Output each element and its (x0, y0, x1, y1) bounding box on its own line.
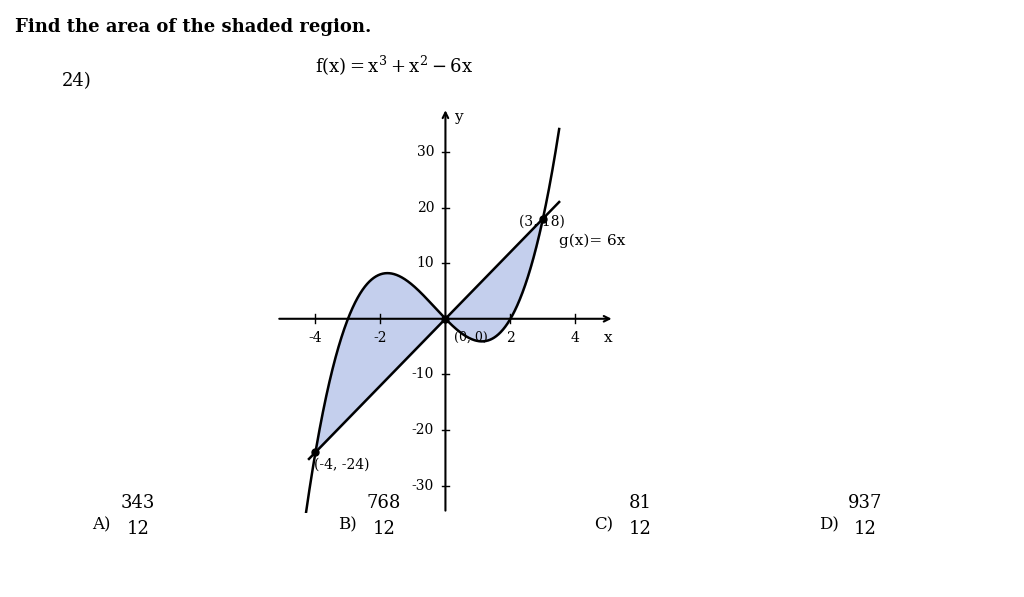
Text: 768: 768 (367, 494, 401, 512)
Text: (-4, -24): (-4, -24) (313, 458, 370, 472)
Text: -10: -10 (412, 367, 434, 381)
Text: 937: 937 (848, 494, 883, 512)
Text: 343: 343 (121, 494, 156, 512)
Text: -20: -20 (412, 423, 434, 437)
Text: 12: 12 (373, 520, 395, 538)
Text: -4: -4 (308, 331, 323, 345)
Text: g(x)= 6x: g(x)= 6x (559, 234, 626, 248)
Text: 12: 12 (127, 520, 150, 538)
Text: (0, 0): (0, 0) (454, 331, 487, 344)
Text: 12: 12 (854, 520, 877, 538)
Text: 20: 20 (417, 201, 434, 214)
Text: B): B) (338, 516, 356, 533)
Text: x: x (604, 331, 612, 345)
Text: (3, 18): (3, 18) (518, 214, 564, 229)
Text: 30: 30 (417, 145, 434, 159)
Text: -30: -30 (412, 479, 434, 493)
Text: y: y (454, 110, 462, 124)
Text: 10: 10 (417, 256, 434, 270)
Text: 12: 12 (629, 520, 651, 538)
Text: $\mathregular{f(x) = x^3 + x^2 - 6x}$: $\mathregular{f(x) = x^3 + x^2 - 6x}$ (315, 54, 473, 78)
Text: 81: 81 (629, 494, 651, 512)
Text: 4: 4 (571, 331, 580, 345)
Text: 2: 2 (506, 331, 515, 345)
Text: C): C) (594, 516, 613, 533)
Text: D): D) (819, 516, 839, 533)
Text: Find the area of the shaded region.: Find the area of the shaded region. (15, 18, 372, 36)
Text: 24): 24) (61, 72, 91, 90)
Text: A): A) (92, 516, 111, 533)
Text: -2: -2 (374, 331, 387, 345)
